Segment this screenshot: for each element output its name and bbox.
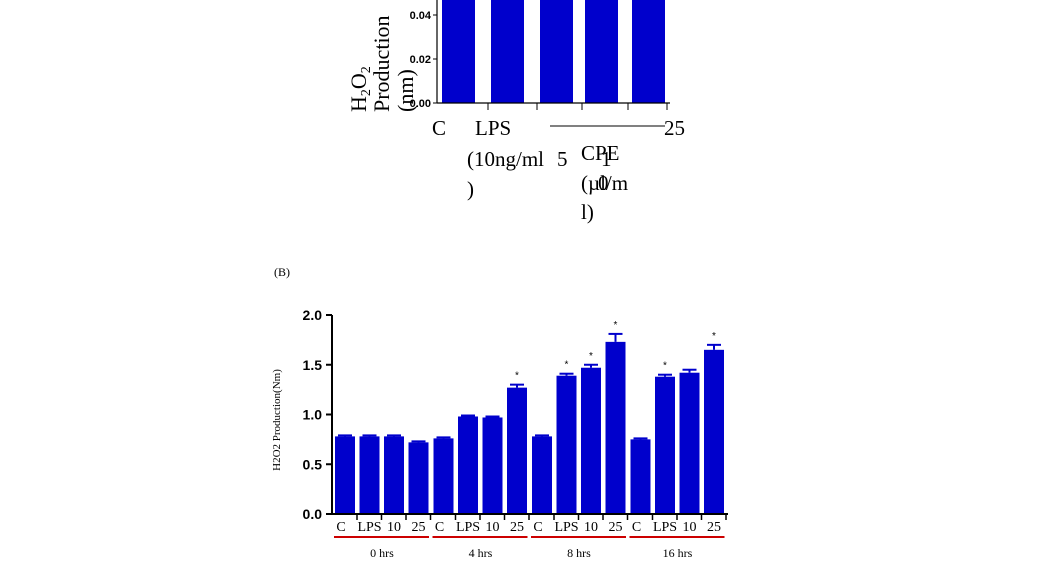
panel-b-bar xyxy=(655,376,675,514)
panel-a-label-lps: LPS xyxy=(475,116,511,140)
panel-b-ytick-label: 0.5 xyxy=(303,456,323,472)
panel-a-bar-LPS xyxy=(491,0,524,103)
panel-a-bar-25 xyxy=(632,0,665,103)
panel-b-bar xyxy=(532,436,552,514)
panel-a-label-c: C xyxy=(432,116,446,140)
panel-b-label: (B) xyxy=(274,265,290,279)
panel-a-label-lps-close: ) xyxy=(467,177,474,201)
panel-b-bar xyxy=(359,436,380,514)
panel-b-significance-star: * xyxy=(515,371,519,382)
panel-a-label-cpe-unit-end: l) xyxy=(581,200,594,224)
panel-a-label-lps-conc: (10ng/ml xyxy=(467,147,544,171)
panel-a-y-ticks: 0.04 0.02 0.00 xyxy=(410,10,437,110)
panel-a-ylabel-production: Production xyxy=(369,15,394,112)
panel-b-category-label: 25 xyxy=(707,520,721,535)
panel-b-bar xyxy=(433,438,454,514)
panel-b-bar xyxy=(458,416,478,514)
panel-b-category-label: LPS xyxy=(357,520,381,535)
panel-a-bar-5 xyxy=(540,0,573,103)
panel-b-chart: (B) H2O2 Production(Nm) * * * * * * 0.0 0.5 1.0… xyxy=(271,265,728,560)
panel-b-bar xyxy=(408,442,429,514)
panel-b-category-label: 25 xyxy=(510,520,524,535)
panel-a-label-cpe-unit: (µl/m xyxy=(581,171,628,195)
panel-b-significance-star: * xyxy=(712,331,716,342)
panel-b-significance-star: * xyxy=(663,361,667,372)
panel-b-bar xyxy=(482,417,503,514)
panel-b-bar xyxy=(704,349,724,514)
panel-b-error-bars xyxy=(338,332,721,443)
panel-a-bar-10 xyxy=(585,0,618,103)
panel-b-bar xyxy=(605,341,626,514)
panel-b-ytick-label: 2.0 xyxy=(303,307,323,323)
panel-b-category-label: 25 xyxy=(412,520,426,535)
panel-b-y-ticks: 0.0 0.5 1.0 1.5 2.0 xyxy=(303,307,332,522)
panel-a-chart: 0.040.020.00 H2O2 Production (nm) C LPS … xyxy=(346,0,685,224)
panel-b-category-label: C xyxy=(632,520,641,535)
panel-b-significance-star: * xyxy=(614,320,618,331)
panel-b-bar xyxy=(630,439,651,514)
panel-b-category-label: 10 xyxy=(486,520,500,535)
panel-b-category-labels: C LPS 10 25 C LPS 10 25 C LPS 10 25 C LPS 10 25 xyxy=(336,520,721,535)
panel-b-category-label: 10 xyxy=(387,520,401,535)
panel-b-bar xyxy=(556,375,577,514)
panel-b-category-label: 25 xyxy=(609,520,623,535)
panel-a-label-dose-5: 5 xyxy=(557,147,568,171)
panel-b-bar xyxy=(679,372,700,514)
panel-b-group-labels: 0 hrs 4 hrs 8 hrs 16 hrs xyxy=(334,536,725,560)
panel-b-category-label: 10 xyxy=(683,520,697,535)
panel-b-bar xyxy=(507,387,527,514)
panel-b-category-label: C xyxy=(435,520,444,535)
panel-b-group-label: 8 hrs xyxy=(567,546,591,560)
panel-a-label-dose-25: 25 xyxy=(664,116,685,140)
panel-b-x-ticks xyxy=(356,514,727,520)
panel-b-significance-star: * xyxy=(589,351,593,362)
panel-b-bar xyxy=(384,436,404,514)
panel-b-significance-markers: * * * * * * xyxy=(515,320,716,382)
panel-b-category-label: C xyxy=(336,520,345,535)
panel-a-bar-C xyxy=(442,0,475,103)
panel-a-label-cpe: CPE xyxy=(581,141,620,165)
panel-b-ytick-label: 0.0 xyxy=(303,506,323,522)
panel-b-significance-star: * xyxy=(565,360,569,371)
panel-b-category-label: LPS xyxy=(456,520,480,535)
panel-a-label-dose-10b: 0 xyxy=(598,171,609,195)
panel-b-ytick-label: 1.0 xyxy=(303,407,323,423)
panel-b-category-label: LPS xyxy=(653,520,677,535)
panel-b-category-label: LPS xyxy=(554,520,578,535)
panel-b-group-label: 16 hrs xyxy=(663,546,693,560)
panel-a-label-dose-10a: 1 xyxy=(601,147,612,171)
panel-b-bar xyxy=(335,436,355,514)
panel-a-x-ticks xyxy=(487,103,668,110)
panel-a-ylabel-unit: (nm) xyxy=(393,69,418,112)
panel-a-ytick-label: 0.04 xyxy=(410,10,432,22)
panel-a-ylabel-h: H2O2 xyxy=(346,66,374,112)
panel-b-group-label: 4 hrs xyxy=(469,546,493,560)
panel-a-bars xyxy=(442,0,665,103)
panel-b-category-label: 10 xyxy=(584,520,598,535)
panel-b-ylabel: H2O2 Production(Nm) xyxy=(271,369,283,471)
panel-a-ytick-label: 0.02 xyxy=(410,54,431,66)
panel-b-bars xyxy=(335,341,724,514)
panel-b-bar xyxy=(581,367,601,514)
panel-a-ytick-label: 0.00 xyxy=(410,98,431,110)
panel-b-group-label: 0 hrs xyxy=(370,546,394,560)
panel-b-category-label: C xyxy=(533,520,542,535)
panel-b-ytick-label: 1.5 xyxy=(303,357,323,373)
